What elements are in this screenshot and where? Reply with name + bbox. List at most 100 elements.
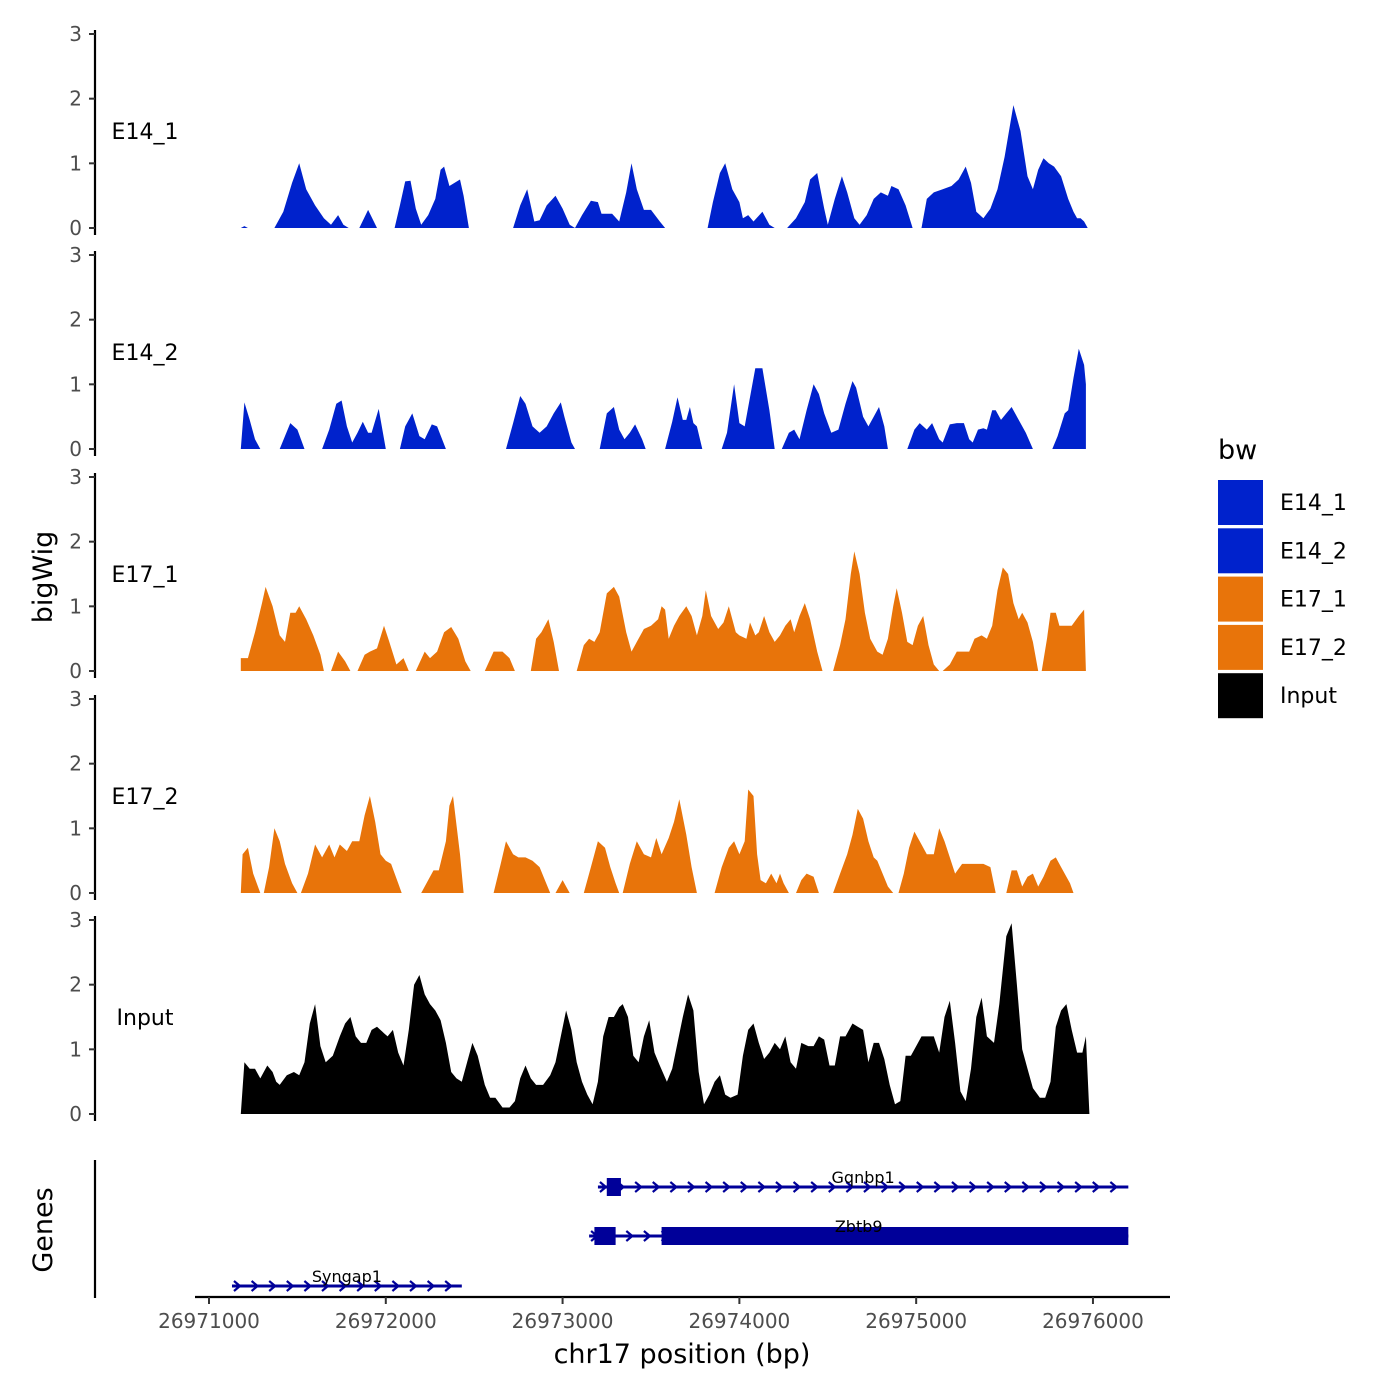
legend-item-E17_1: E17_1	[1218, 576, 1347, 622]
strand-arrow-icon	[426, 1280, 436, 1292]
strand-arrow-icon	[1056, 1181, 1066, 1193]
track-label: E17_2	[112, 785, 179, 810]
gene-label: Zbtb9	[835, 1217, 883, 1236]
strand-arrow-icon	[409, 1280, 418, 1292]
y-tick-label: 1	[69, 372, 82, 396]
coverage-area-E17_2	[240, 789, 1074, 893]
track-label: E17_1	[112, 563, 179, 588]
y-tick-label: 2	[69, 973, 82, 997]
strand-arrow-icon	[775, 1181, 784, 1193]
x-axis: 26971000 26972000 26973000 26974000 26975000…	[158, 1295, 1170, 1333]
x-tick-label: 26971000	[158, 1309, 260, 1333]
y-tick-label: 3	[69, 243, 82, 267]
track-E14_1: 0 1 2 3 E14_1	[69, 22, 1088, 240]
gene-Gqnbp1: Gqnbp1	[597, 1168, 1129, 1196]
track-E17_2: 0 1 2 3 E17_2	[69, 687, 1074, 905]
track-E14_2: 0 1 2 3 E14_2	[69, 243, 1086, 461]
y-tick-label: 3	[69, 465, 82, 489]
y-tick-label: 3	[69, 22, 82, 46]
gene-label: Syngap1	[312, 1267, 382, 1286]
strand-arrow-icon	[792, 1181, 802, 1193]
y-tick-label: 1	[69, 816, 82, 840]
y-tick-label: 3	[69, 908, 82, 932]
strand-arrow-icon	[916, 1181, 925, 1193]
strand-arrow-icon	[321, 1280, 330, 1292]
y-tick-label: 0	[69, 216, 82, 240]
coverage-area-E17_1	[240, 551, 1086, 671]
strand-arrow-icon	[1021, 1181, 1031, 1193]
y-tick-label: 2	[69, 87, 82, 111]
x-tick-label: 26976000	[1042, 1309, 1144, 1333]
strand-arrow-icon	[391, 1280, 401, 1292]
track-E17_1: 0 1 2 3 E17_1	[69, 465, 1086, 683]
strand-arrow-icon	[933, 1181, 943, 1193]
strand-arrow-icon	[374, 1280, 383, 1292]
legend-label: Input	[1280, 684, 1337, 709]
y-tick-label: 3	[69, 687, 82, 711]
strand-arrow-icon	[898, 1181, 907, 1193]
strand-arrow-icon	[740, 1181, 749, 1193]
y-tick-label: 0	[69, 437, 82, 461]
strand-arrow-icon	[625, 1230, 635, 1242]
legend-item-E17_2: E17_2	[1218, 624, 1347, 670]
strand-arrow-icon	[968, 1181, 978, 1193]
x-axis-title: chr17 position (bp)	[554, 1339, 811, 1370]
legend-label: E17_1	[1280, 588, 1347, 613]
coverage-area-E14_2	[240, 348, 1086, 449]
strand-arrow-icon	[233, 1280, 242, 1292]
gene-Zbtb9: Zbtb9	[589, 1217, 1129, 1245]
strand-arrow-icon	[828, 1181, 837, 1193]
strand-arrow-icon	[652, 1181, 661, 1193]
x-tick-label: 26974000	[688, 1309, 790, 1333]
legend-swatch	[1218, 673, 1263, 719]
y-tick-label: 0	[69, 1102, 82, 1126]
y-tick-label: 2	[69, 530, 82, 554]
y-tick-label: 1	[69, 151, 82, 175]
x-tick-label: 26975000	[865, 1309, 967, 1333]
strand-arrow-icon	[1092, 1181, 1101, 1193]
gene-exon	[594, 1227, 616, 1245]
strand-arrow-icon	[286, 1280, 295, 1292]
legend-title: bw	[1218, 435, 1257, 466]
strand-arrow-icon	[268, 1280, 277, 1292]
legend-swatch	[1218, 480, 1263, 525]
y-tick-label: 0	[69, 881, 82, 905]
track-label: Input	[117, 1006, 174, 1031]
coverage-area-Input	[240, 923, 1090, 1114]
y-axis-title: bigWig	[28, 531, 59, 624]
coverage-tracks: 0 1 2 3 E14_1 0 1 2 3 E14_2 0 1 2 3 E17_1 0 1 2 3 E17_2 0 1 2 3…	[69, 22, 1090, 1126]
legend-item-Input: Input	[1218, 673, 1337, 719]
gene-exon	[661, 1227, 1129, 1245]
gene-exon	[606, 1178, 621, 1196]
coverage-area-E14_1	[240, 105, 1088, 228]
legend-swatch	[1218, 528, 1263, 574]
legend-item-E14_1: E14_1	[1218, 480, 1347, 525]
strand-arrow-icon	[687, 1181, 696, 1193]
track-label: E14_2	[112, 341, 179, 366]
strand-arrow-icon	[951, 1181, 960, 1193]
x-tick-label: 26972000	[335, 1309, 437, 1333]
legend-item-E14_2: E14_2	[1218, 528, 1347, 574]
y-tick-label: 1	[69, 1037, 82, 1061]
strand-arrow-icon	[634, 1181, 643, 1193]
gene-Syngap1: Syngap1	[231, 1267, 462, 1292]
strand-arrow-icon	[1109, 1181, 1119, 1193]
strand-arrow-icon	[845, 1181, 855, 1193]
strand-arrow-icon	[880, 1181, 890, 1193]
x-tick-label: 26973000	[512, 1309, 614, 1333]
strand-arrow-icon	[810, 1181, 819, 1193]
legend-label: E14_2	[1280, 539, 1347, 564]
strand-arrow-icon	[444, 1280, 453, 1292]
gene-label: Gqnbp1	[832, 1168, 895, 1187]
strand-arrow-icon	[338, 1280, 348, 1292]
legend: bw E14_1 E14_2 E17_1 E17_2 Input	[1218, 435, 1347, 719]
strand-arrow-icon	[704, 1181, 714, 1193]
strand-arrow-icon	[356, 1280, 365, 1292]
strand-arrow-icon	[669, 1181, 679, 1193]
strand-arrow-icon	[1004, 1181, 1013, 1193]
legend-label: E17_2	[1280, 636, 1347, 661]
genes-label: Genes	[28, 1187, 59, 1272]
strand-arrow-icon	[986, 1181, 995, 1193]
strand-arrow-icon	[757, 1181, 767, 1193]
